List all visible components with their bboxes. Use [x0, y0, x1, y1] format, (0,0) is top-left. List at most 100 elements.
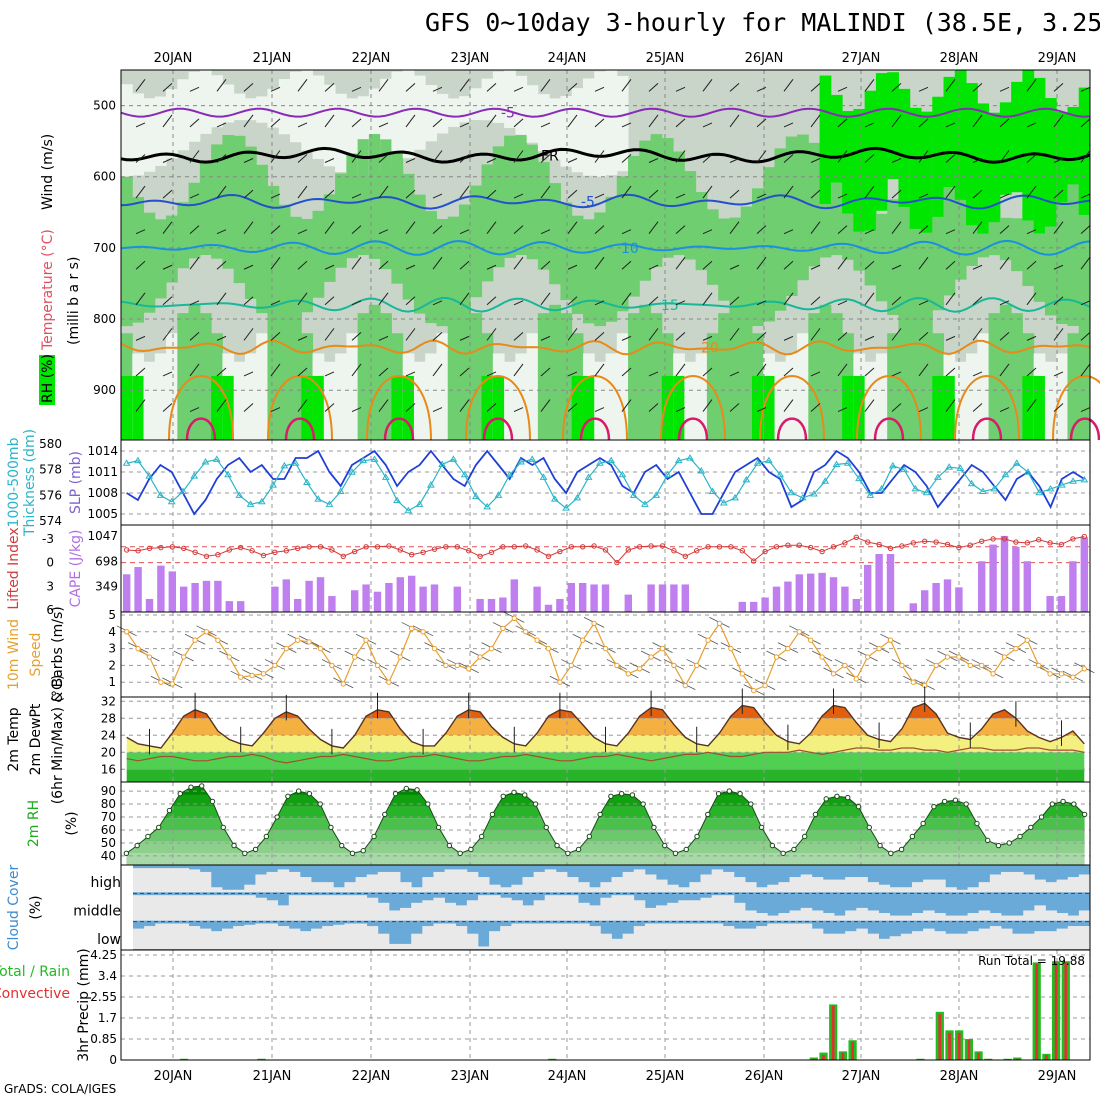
wind-barb: [837, 407, 848, 412]
rh-cell: [391, 375, 404, 440]
data-point: [340, 553, 346, 559]
data-point: [659, 645, 666, 652]
wind-barb: [486, 328, 497, 341]
rh-cell: [684, 171, 697, 260]
cloud-free-cell: [1023, 874, 1035, 893]
cloud-free-cell: [756, 926, 768, 949]
cloud-free-cell: [767, 923, 779, 949]
data-point: [584, 473, 593, 480]
data-point: [381, 473, 390, 480]
cloud-free-cell: [1078, 926, 1091, 949]
cloud-free-cell: [188, 869, 201, 893]
precip-conv-bar: [1035, 963, 1039, 1060]
data-point: [625, 547, 631, 553]
cloud-free-cell: [489, 895, 501, 921]
wind-barb: [1080, 150, 1091, 163]
wind-barb: [216, 335, 227, 341]
data-point: [659, 543, 666, 549]
wind-barb: [891, 371, 902, 377]
wind-barb: [1053, 189, 1064, 199]
cloud-free-cell: [889, 887, 902, 893]
y-tick-label: 600: [93, 170, 116, 184]
dewpt-label: 2m DewPt: [28, 703, 44, 775]
rh-cell: [909, 107, 922, 229]
cloud-free-cell: [277, 905, 290, 921]
y-tick-label: 4: [108, 625, 116, 639]
data-point: [291, 459, 300, 466]
data-point: [910, 540, 916, 546]
rh-cell: [132, 197, 145, 323]
data-point: [944, 541, 951, 548]
data-point: [295, 545, 301, 552]
cloud-free-cell: [989, 913, 1002, 921]
wind-barb: [459, 367, 470, 377]
rh-cell: [244, 146, 257, 299]
data-point: [203, 553, 210, 559]
wind-barb: [513, 300, 524, 306]
data-point: [306, 544, 312, 550]
data-point: [963, 801, 969, 807]
precip-conv-bar: [1045, 1055, 1048, 1060]
data-point: [952, 797, 959, 803]
rh-cell: [357, 139, 370, 256]
wind-barb: [405, 158, 416, 163]
data-point: [145, 472, 154, 479]
cape-bar: [271, 586, 279, 612]
cloud-free-cell: [923, 910, 935, 921]
cloud-free-cell: [1078, 874, 1091, 893]
data-point: [1070, 536, 1076, 542]
slp-tick-label: 1005: [87, 507, 118, 521]
rh-cell: [594, 212, 606, 327]
rh-cell: [537, 313, 550, 440]
data-point: [409, 625, 415, 632]
cloud-free-cell: [878, 884, 891, 893]
cloud-free-cell: [155, 895, 167, 921]
cloud-free-cell: [522, 877, 535, 893]
date-label-bottom: 28JAN: [940, 1069, 979, 1084]
cape-bar: [499, 597, 507, 612]
wind-barb: [756, 363, 767, 377]
wind-barb: [513, 150, 524, 163]
precip-conv-bar: [957, 1032, 961, 1060]
data-point: [155, 824, 162, 831]
data-point: [1049, 801, 1056, 807]
rh-cell: [605, 353, 618, 440]
cloud-free-cell: [967, 931, 980, 949]
cloud-free-cell: [566, 877, 579, 893]
wind-barb: [756, 300, 767, 306]
wind-barb: [270, 300, 281, 306]
cloud-free-cell: [444, 902, 457, 921]
wind-barb: [270, 256, 281, 270]
lifted-index-label-line: Lifted Index: [6, 527, 22, 609]
rh-cell: [729, 304, 742, 440]
wind-barb: [918, 150, 929, 163]
wind-barb: [1026, 122, 1037, 128]
data-point: [791, 846, 797, 853]
wind-barb: [864, 122, 875, 128]
cloud-free-cell: [789, 923, 802, 949]
data-point: [169, 544, 176, 550]
wind-barb: [513, 256, 524, 270]
wind-barb: [648, 158, 659, 163]
wind-barb: [567, 82, 578, 92]
cloud-free-cell: [388, 871, 401, 893]
wind-barb: [945, 122, 956, 128]
rh-cell: [1044, 169, 1057, 316]
rh-cell: [481, 375, 494, 440]
cloud-free-cell: [1056, 928, 1069, 949]
data-point: [967, 479, 976, 487]
data-point: [967, 542, 973, 548]
rh-cell: [571, 88, 584, 173]
wind-barb: [729, 264, 740, 270]
y-tick-label: 24: [101, 728, 116, 742]
wind-barb: [432, 225, 443, 235]
wind-barb: [189, 225, 200, 235]
rh-cell: [797, 134, 809, 281]
cape-tick-label: 698: [95, 554, 118, 568]
wind-barb: [1053, 371, 1064, 377]
wind-barb: [999, 86, 1010, 92]
wind-barb: [459, 79, 470, 92]
precip-conv-bar: [1015, 1058, 1019, 1060]
wind-barb: [675, 193, 686, 199]
precip-conv-bar: [822, 1055, 825, 1060]
